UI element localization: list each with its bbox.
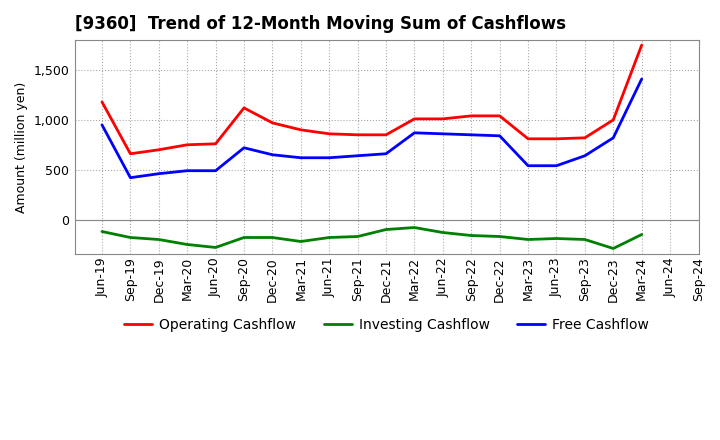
Free Cashflow [98,122,107,128]
Investing Cashflow [354,234,362,239]
Free Cashflow [438,131,447,136]
Operating Cashflow [637,42,646,48]
Operating Cashflow [410,116,419,121]
Free Cashflow [523,163,532,169]
Investing Cashflow [609,246,618,251]
Free Cashflow [325,155,333,161]
Investing Cashflow [155,237,163,242]
Free Cashflow [552,163,561,169]
Operating Cashflow [580,135,589,140]
Legend: Operating Cashflow, Investing Cashflow, Free Cashflow: Operating Cashflow, Investing Cashflow, … [119,312,654,337]
Free Cashflow [240,145,248,150]
Operating Cashflow [98,99,107,105]
Operating Cashflow [354,132,362,137]
Investing Cashflow [325,235,333,240]
Operating Cashflow [495,113,504,118]
Operating Cashflow [325,131,333,136]
Operating Cashflow [467,113,476,118]
Free Cashflow [410,130,419,136]
Operating Cashflow [382,132,390,137]
Text: [9360]  Trend of 12-Month Moving Sum of Cashflows: [9360] Trend of 12-Month Moving Sum of C… [75,15,566,33]
Investing Cashflow [211,245,220,250]
Free Cashflow [495,133,504,139]
Operating Cashflow [609,117,618,122]
Free Cashflow [297,155,305,161]
Investing Cashflow [523,237,532,242]
Investing Cashflow [240,235,248,240]
Investing Cashflow [297,239,305,244]
Investing Cashflow [467,233,476,238]
Free Cashflow [382,151,390,156]
Free Cashflow [126,175,135,180]
Operating Cashflow [552,136,561,141]
Operating Cashflow [268,120,276,125]
Investing Cashflow [268,235,276,240]
Free Cashflow [155,171,163,176]
Operating Cashflow [297,127,305,132]
Free Cashflow [609,135,618,140]
Investing Cashflow [410,225,419,230]
Investing Cashflow [495,234,504,239]
Operating Cashflow [126,151,135,156]
Operating Cashflow [211,141,220,147]
Operating Cashflow [523,136,532,141]
Line: Operating Cashflow: Operating Cashflow [102,45,642,154]
Free Cashflow [183,168,192,173]
Free Cashflow [467,132,476,137]
Investing Cashflow [183,242,192,247]
Operating Cashflow [438,116,447,121]
Investing Cashflow [126,235,135,240]
Investing Cashflow [552,236,561,241]
Investing Cashflow [580,237,589,242]
Investing Cashflow [98,229,107,234]
Y-axis label: Amount (million yen): Amount (million yen) [15,82,28,213]
Operating Cashflow [183,142,192,147]
Line: Free Cashflow: Free Cashflow [102,79,642,178]
Line: Investing Cashflow: Investing Cashflow [102,227,642,249]
Investing Cashflow [438,230,447,235]
Free Cashflow [268,152,276,158]
Free Cashflow [580,153,589,158]
Investing Cashflow [637,232,646,237]
Free Cashflow [211,168,220,173]
Free Cashflow [637,77,646,82]
Investing Cashflow [382,227,390,232]
Operating Cashflow [155,147,163,152]
Operating Cashflow [240,105,248,110]
Free Cashflow [354,153,362,158]
